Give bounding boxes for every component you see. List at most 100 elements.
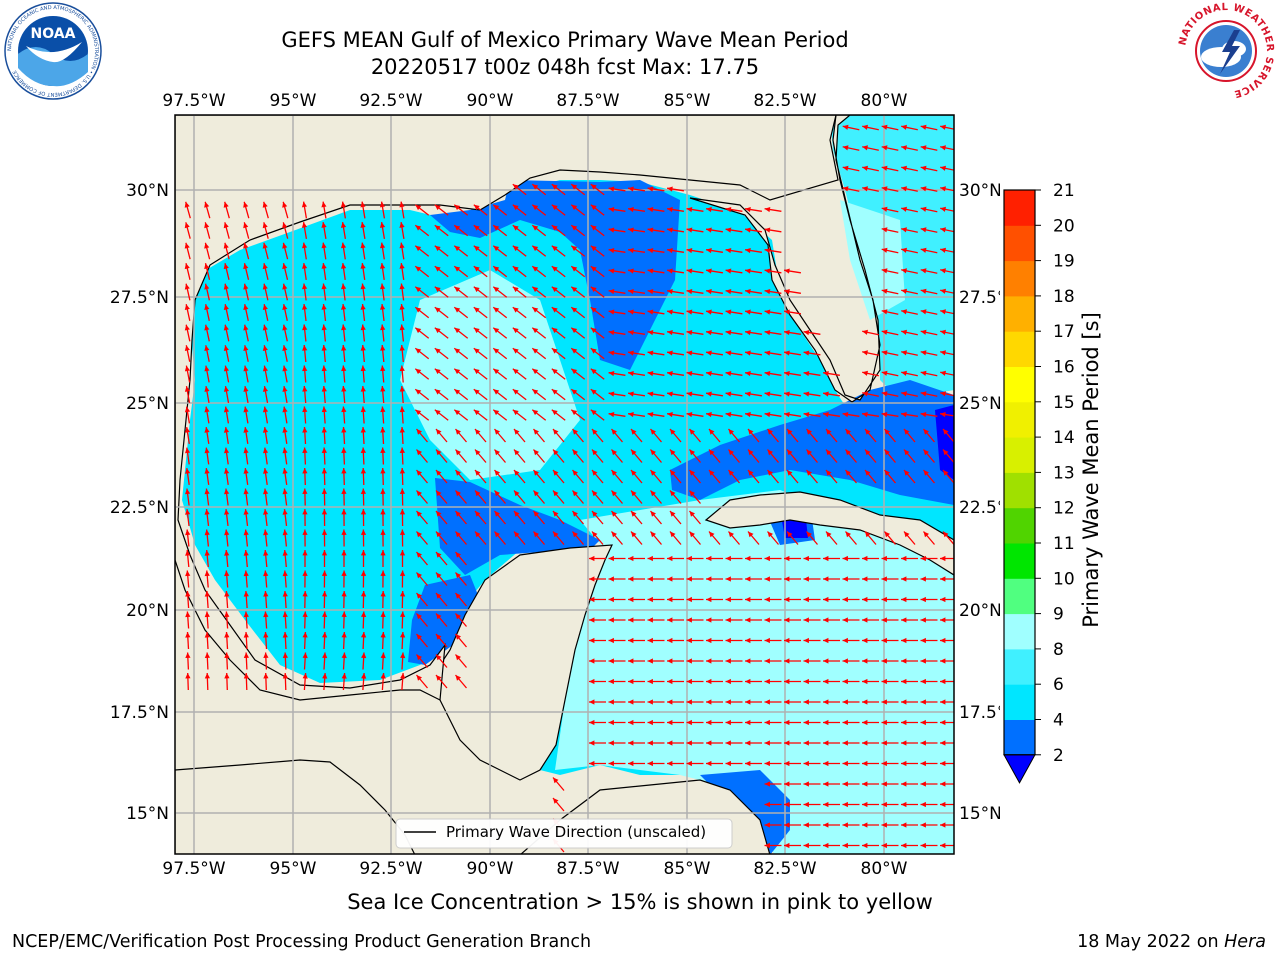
lat-label: 30°N <box>959 181 1000 201</box>
wave-arrow <box>380 570 386 588</box>
wave-arrow <box>380 385 386 404</box>
wave-arrow <box>764 719 782 726</box>
wave-arrow <box>667 227 684 233</box>
wave-arrow <box>920 165 938 172</box>
wave-arrow <box>650 490 662 504</box>
wave-arrow <box>825 469 838 484</box>
wave-arrow <box>940 288 954 294</box>
colorbar-tick-label: 14 <box>1053 428 1075 448</box>
wave-arrow <box>764 678 782 685</box>
wave-arrow <box>611 490 623 504</box>
wave-arrow <box>360 324 366 342</box>
wave-arrow <box>185 672 191 691</box>
wave-arrow <box>282 488 288 506</box>
map-frame <box>174 114 955 855</box>
wave-arrow <box>647 248 665 254</box>
wave-arrow <box>628 412 645 418</box>
wave-arrow <box>416 510 428 525</box>
wave-arrow <box>341 344 347 363</box>
wave-arrow <box>414 286 430 298</box>
wave-arrow <box>341 611 347 629</box>
wave-arrow <box>590 183 605 196</box>
colorbar-tick-label: 19 <box>1053 252 1075 272</box>
wave-arrow <box>784 309 801 315</box>
wave-arrow <box>862 165 879 172</box>
wave-arrow <box>920 822 938 828</box>
wave-arrow <box>628 227 645 233</box>
wave-arrow <box>322 611 328 629</box>
wave-arrow <box>764 760 782 767</box>
wave-arrow <box>884 531 896 545</box>
wave-arrow <box>263 611 269 629</box>
wave-arrow <box>223 385 230 404</box>
wave-arrow <box>669 531 682 545</box>
wave-arrow <box>940 329 954 335</box>
wave-arrow <box>551 306 566 319</box>
wave-arrow <box>380 406 386 424</box>
wave-arrow <box>650 428 662 443</box>
wave-arrow <box>901 596 918 603</box>
wave-arrow <box>204 488 210 506</box>
wave-arrow <box>784 268 801 274</box>
wave-arrow <box>263 652 269 670</box>
wave-arrow <box>823 822 840 828</box>
lat-labels-left: 30°N 27.5°N 25°N 22.5°N 20°N 17.5°N 15°N <box>110 181 169 824</box>
wave-arrow <box>341 263 347 280</box>
wave-arrow <box>881 760 899 767</box>
wave-arrow <box>341 672 347 691</box>
wave-arrow <box>628 555 645 562</box>
wave-arrow <box>608 576 626 582</box>
wave-arrow <box>474 490 487 504</box>
wave-arrow <box>940 596 954 603</box>
lon-label: 80°W <box>861 859 908 879</box>
wave-arrow <box>842 555 860 562</box>
wave-arrow <box>243 570 249 588</box>
wave-arrow <box>920 801 938 808</box>
wave-arrow <box>823 699 840 705</box>
wave-arrow <box>901 637 918 644</box>
wave-arrow <box>608 760 626 767</box>
wave-arrow <box>473 388 488 401</box>
wave-arrow <box>630 490 643 504</box>
wave-arrow <box>590 388 605 401</box>
wave-arrow <box>223 427 230 444</box>
wave-arrow <box>628 350 645 356</box>
colorbar-segment <box>1004 331 1035 367</box>
wave-arrow <box>494 510 506 525</box>
wave-arrow <box>434 306 449 319</box>
wave-arrow <box>630 428 643 443</box>
wave-arrow <box>590 306 605 319</box>
wave-arrow <box>590 347 605 360</box>
wave-arrow <box>745 227 762 233</box>
wave-arrow <box>551 183 566 196</box>
wave-arrow <box>321 406 327 424</box>
wave-arrow <box>380 550 386 567</box>
wave-arrow <box>667 576 684 582</box>
wave-arrow <box>728 531 740 545</box>
wave-arrow <box>608 371 626 377</box>
north-coast-land <box>175 115 839 701</box>
wave-arrow <box>667 596 684 603</box>
wave-arrow <box>224 570 230 588</box>
wave-arrow <box>262 427 269 444</box>
wave-arrow <box>224 631 230 650</box>
wave-arrow <box>823 391 840 397</box>
wave-arrow <box>842 781 860 787</box>
wave-arrow <box>204 590 210 609</box>
wave-arrow <box>360 426 366 445</box>
wave-arrow <box>884 428 896 443</box>
wave-arrow <box>764 596 782 603</box>
wave-arrow <box>764 637 782 644</box>
wave-arrow <box>920 370 938 377</box>
wave-arrow <box>628 740 645 746</box>
wave-arrow <box>185 468 191 485</box>
wave-arrow <box>628 391 645 397</box>
wave-arrow <box>803 760 821 767</box>
wave-arrow <box>399 242 405 260</box>
wave-arrow <box>435 654 448 668</box>
wave-arrow <box>552 469 565 484</box>
wave-arrow <box>647 555 665 562</box>
colorbar-segment <box>1004 507 1035 544</box>
wave-arrow <box>204 406 210 424</box>
wave-arrow <box>667 617 684 623</box>
